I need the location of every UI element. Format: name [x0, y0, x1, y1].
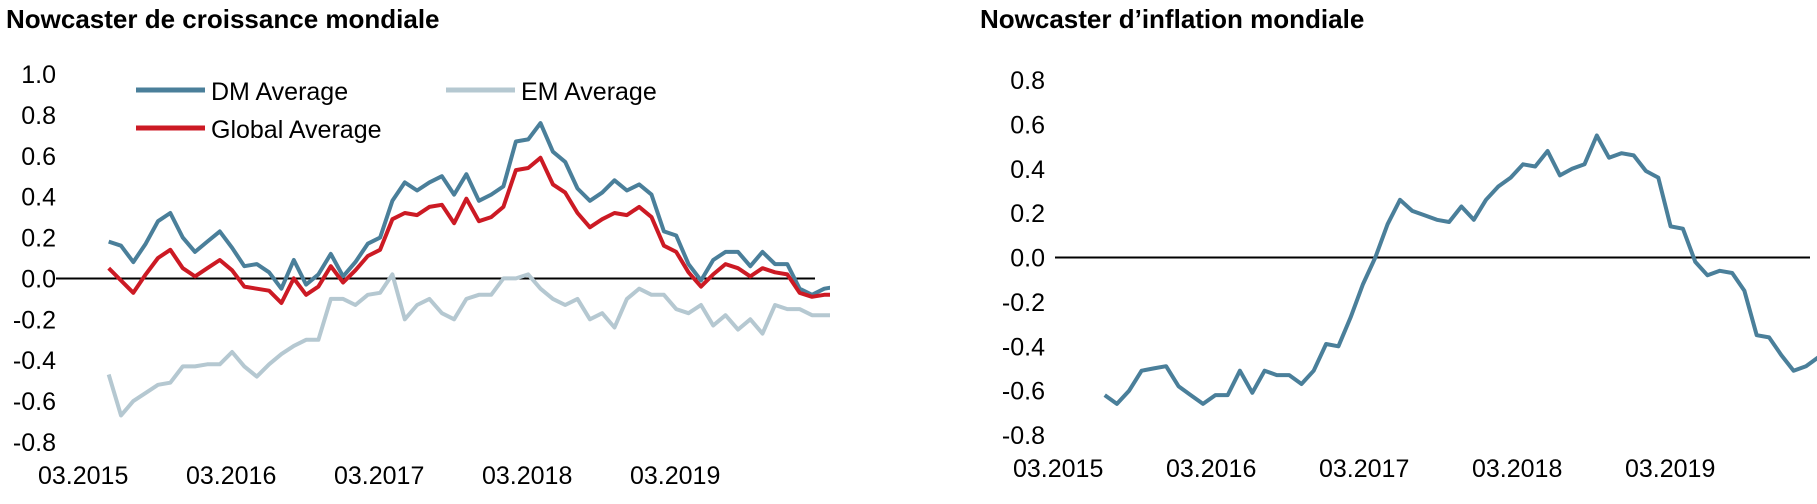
legend-label-dm-average: DM Average: [211, 78, 348, 106]
growth-x-tick-label: 03.2019: [630, 462, 720, 490]
inflation-x-tick-label: 03.2018: [1472, 455, 1562, 483]
growth-chart: 1.0 0.8 0.6 0.4 0.2 0.0 -0.2 -0.4 -0.6 -0.8 03.201…: [13, 61, 830, 490]
inflation-chart-title: Nowcaster d’inflation mondiale: [980, 4, 1365, 34]
inflation-chart-panel: Nowcaster d’inflation mondiale 0.8 0.6 0.4…: [980, 0, 1817, 504]
inflation-chart: 0.8 0.6 0.4 0.2 0.0 -0.2 -0.4 -0.6 -0.8 03.2015 03…: [1002, 67, 1817, 483]
inflation-y-tick-label: -0.8: [1002, 422, 1045, 450]
growth-series-global-average-line: [107, 155, 830, 305]
growth-y-tick-label: 0.0: [21, 265, 56, 293]
growth-y-tick-label: -0.2: [13, 306, 56, 334]
growth-y-tick-label: 1.0: [21, 61, 56, 89]
inflation-y-tick-label: 0.2: [1010, 200, 1045, 228]
legend-label-em-average: EM Average: [521, 78, 657, 106]
growth-y-tick-label: 0.2: [21, 225, 56, 253]
growth-y-tick-label: 0.6: [21, 143, 56, 171]
inflation-y-tick-label: 0.6: [1010, 111, 1045, 139]
inflation-y-tick-label: -0.2: [1002, 289, 1045, 317]
inflation-x-tick-label: 03.2016: [1166, 455, 1256, 483]
growth-series-em-average-line: [106, 272, 830, 418]
inflation-x-tick-label: 03.2017: [1319, 455, 1409, 483]
growth-y-tick-label: -0.4: [13, 347, 56, 375]
growth-y-tick-label: -0.6: [13, 388, 56, 416]
growth-x-tick-label: 03.2018: [482, 462, 572, 490]
inflation-y-tick-label: 0.8: [1010, 67, 1045, 95]
growth-chart-title: Nowcaster de croissance mondiale: [6, 4, 440, 34]
inflation-y-tick-label: 0.0: [1010, 245, 1045, 273]
growth-x-tick-label: 03.2016: [186, 462, 276, 490]
growth-y-tick-label: -0.8: [13, 429, 56, 457]
growth-y-tick-label: 0.8: [21, 102, 56, 130]
growth-y-tick-label: 0.4: [21, 184, 56, 212]
legend-label-global-average: Global Average: [211, 116, 382, 144]
inflation-y-tick-label: -0.6: [1002, 378, 1045, 406]
growth-x-tick-label: 03.2017: [334, 462, 424, 490]
growth-x-tick-label: 03.2015: [38, 462, 128, 490]
inflation-y-tick-label: -0.4: [1002, 333, 1045, 361]
growth-series-dm-average-line: [108, 121, 830, 297]
growth-chart-panel: Nowcaster de croissance mondiale 1.0 0.8 0…: [0, 0, 830, 504]
inflation-x-tick-label: 03.2015: [1013, 455, 1103, 483]
inflation-x-tick-label: 03.2019: [1625, 455, 1715, 483]
inflation-series-inflation-line: [1103, 133, 1817, 406]
inflation-y-tick-label: 0.4: [1010, 156, 1045, 184]
